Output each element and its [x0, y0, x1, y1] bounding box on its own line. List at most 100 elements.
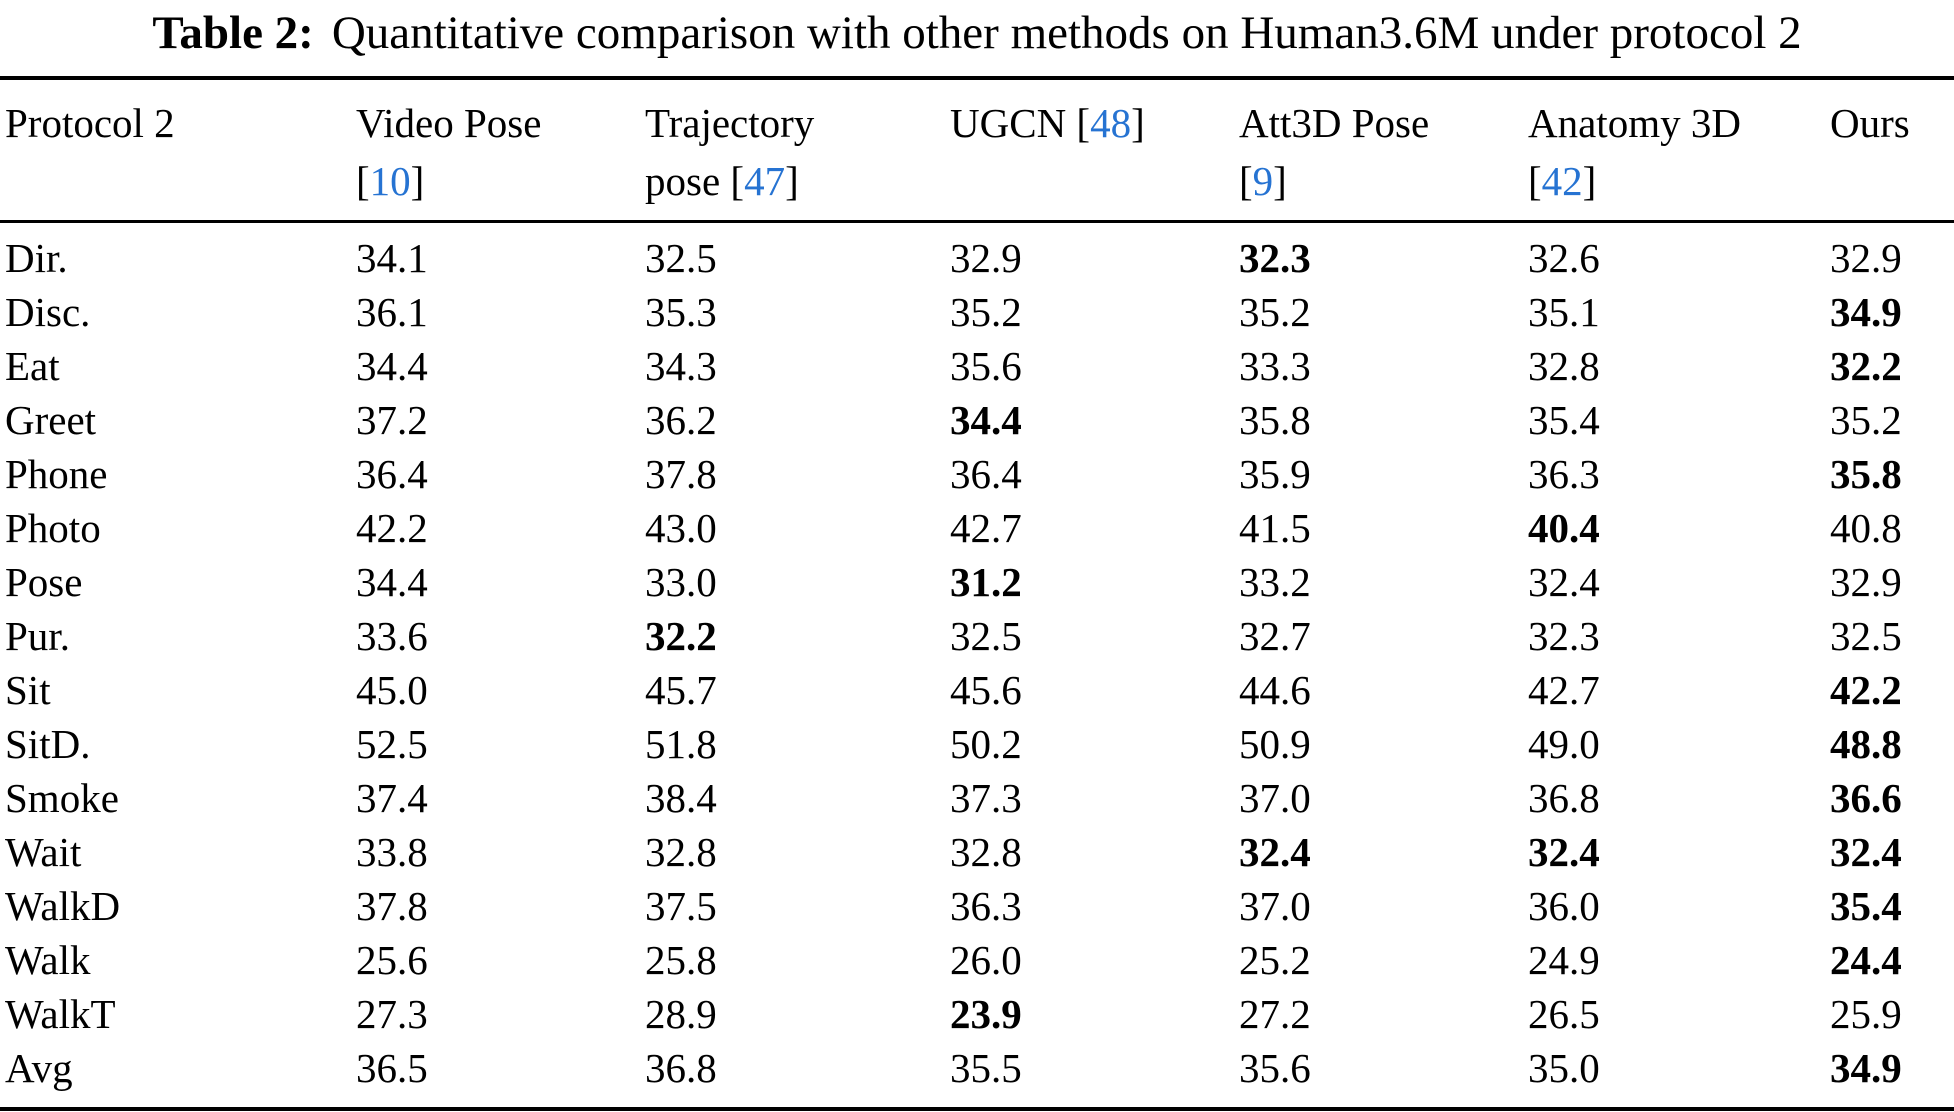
row-label: SitD.: [5, 721, 91, 767]
table-row: Avg 36.5 36.8 35.5 35.6 35.0 34.9: [0, 1041, 1954, 1095]
row-label: Phone: [5, 451, 108, 497]
column-header-line1: Video Pose: [356, 94, 645, 152]
table-cell-ours: 32.9: [1830, 559, 1902, 605]
table-cell-trajectory-pose: 32.8: [645, 829, 717, 875]
row-label: Smoke: [5, 775, 119, 821]
table-cell-anatomy-3d: 35.1: [1528, 289, 1600, 335]
citation-link[interactable]: 10: [369, 158, 411, 204]
table-cell-ugcn: 36.3: [950, 883, 1022, 929]
table-cell-video-pose: 34.4: [356, 343, 428, 389]
table-cell-anatomy-3d: 36.8: [1528, 775, 1600, 821]
table-row: Wait 33.8 32.8 32.8 32.4 32.4 32.4: [0, 825, 1954, 879]
row-label: Pose: [5, 559, 83, 605]
table-cell-video-pose: 27.3: [356, 991, 428, 1037]
column-header-line2: [5, 152, 356, 210]
table-cell-ugcn: 26.0: [950, 937, 1022, 983]
table-cell-trajectory-pose: 35.3: [645, 289, 717, 335]
column-header-line2: [9]: [1239, 152, 1528, 210]
table-cell-ugcn: 32.8: [950, 829, 1022, 875]
table-cell-ours: 34.9: [1830, 289, 1902, 335]
table-cell-ours: 48.8: [1830, 721, 1902, 767]
table-cell-ugcn: 37.3: [950, 775, 1022, 821]
citation-link[interactable]: 47: [744, 158, 786, 204]
header-text: Att3D Pose: [1239, 100, 1430, 146]
table-cell-anatomy-3d: 32.6: [1528, 235, 1600, 281]
table-cell-trajectory-pose: 43.0: [645, 505, 717, 551]
column-header-line2: [42]: [1528, 152, 1830, 210]
table-cell-trajectory-pose: 32.2: [645, 613, 717, 659]
row-label: Photo: [5, 505, 101, 551]
header-text: [: [1528, 158, 1542, 204]
table-cell-video-pose: 37.4: [356, 775, 428, 821]
column-header-line2: [10]: [356, 152, 645, 210]
table-row: Sit 45.0 45.7 45.6 44.6 42.7 42.2: [0, 663, 1954, 717]
table-row: Photo 42.2 43.0 42.7 41.5 40.4 40.8: [0, 501, 1954, 555]
header-text: [: [1239, 158, 1253, 204]
table-row: WalkD 37.8 37.5 36.3 37.0 36.0 35.4: [0, 879, 1954, 933]
column-header-line1: Trajectory: [645, 94, 950, 152]
citation-link[interactable]: 42: [1541, 158, 1583, 204]
table-cell-anatomy-3d: 32.8: [1528, 343, 1600, 389]
table-cell-ugcn: 42.7: [950, 505, 1022, 551]
row-label: Eat: [5, 343, 60, 389]
table-cell-ours: 34.9: [1830, 1045, 1902, 1091]
table-cell-ugcn: 31.2: [950, 559, 1022, 605]
table-cell-ours: 35.2: [1830, 397, 1902, 443]
header-text: Trajectory: [645, 100, 815, 146]
column-header-att3d-pose: Att3D Pose [9]: [1239, 94, 1528, 210]
table-cell-att3d-pose: 35.6: [1239, 1045, 1311, 1091]
table-row: Eat 34.4 34.3 35.6 33.3 32.8 32.2: [0, 339, 1954, 393]
row-label: Sit: [5, 667, 51, 713]
header-text: ]: [785, 158, 799, 204]
header-text: Ours: [1830, 100, 1910, 146]
table-cell-att3d-pose: 33.2: [1239, 559, 1311, 605]
column-header-line2: [950, 152, 1239, 210]
table-cell-att3d-pose: 32.4: [1239, 829, 1311, 875]
table-cell-att3d-pose: 35.9: [1239, 451, 1311, 497]
column-header-ours: Ours: [1830, 94, 1954, 210]
citation-link[interactable]: 9: [1252, 158, 1274, 204]
table-row: Disc. 36.1 35.3 35.2 35.2 35.1 34.9: [0, 285, 1954, 339]
table-cell-video-pose: 36.5: [356, 1045, 428, 1091]
header-text: ]: [410, 158, 425, 204]
header-text: ]: [1273, 158, 1287, 204]
table-cell-trajectory-pose: 36.2: [645, 397, 717, 443]
table-cell-trajectory-pose: 37.8: [645, 451, 717, 497]
table-cell-anatomy-3d: 40.4: [1528, 505, 1600, 551]
table-cell-video-pose: 42.2: [356, 505, 428, 551]
table-cell-ours: 42.2: [1830, 667, 1902, 713]
table-cell-ours: 35.8: [1830, 451, 1902, 497]
table-cell-trajectory-pose: 36.8: [645, 1045, 717, 1091]
header-text: ]: [1582, 158, 1597, 204]
table-cell-video-pose: 33.6: [356, 613, 428, 659]
table-cell-ugcn: 35.6: [950, 343, 1022, 389]
row-label: WalkT: [5, 991, 116, 1037]
table-cell-video-pose: 36.1: [356, 289, 428, 335]
table-cell-trajectory-pose: 51.8: [645, 721, 717, 767]
citation-link[interactable]: 48: [1090, 100, 1132, 146]
table-cell-video-pose: 37.2: [356, 397, 428, 443]
header-text: Anatomy 3D: [1528, 100, 1741, 146]
table-cell-ugcn: 50.2: [950, 721, 1022, 767]
table-cell-ugcn: 35.5: [950, 1045, 1022, 1091]
table-cell-video-pose: 34.4: [356, 559, 428, 605]
table-caption: Table 2: Quantitative comparison with oth…: [0, 0, 1954, 64]
table-body: Dir. 34.1 32.5 32.9 32.3 32.6 32.9 Disc. 36.1 35.…: [0, 223, 1954, 1107]
header-text: Video Pose: [356, 100, 542, 146]
table-cell-att3d-pose: 27.2: [1239, 991, 1311, 1037]
table-cell-trajectory-pose: 28.9: [645, 991, 717, 1037]
results-table: Protocol 2 Video Pose [10] Trajectory pose …: [0, 76, 1954, 1111]
table-cell-video-pose: 25.6: [356, 937, 428, 983]
table-cell-anatomy-3d: 49.0: [1528, 721, 1600, 767]
row-label: Wait: [5, 829, 82, 875]
table-cell-ugcn: 32.9: [950, 235, 1022, 281]
table-cell-ours: 24.4: [1830, 937, 1902, 983]
table-cell-ours: 35.4: [1830, 883, 1902, 929]
column-header-trajectory-pose: Trajectory pose [47]: [645, 94, 950, 210]
table-cell-att3d-pose: 35.2: [1239, 289, 1311, 335]
column-header-line1: Att3D Pose: [1239, 94, 1528, 152]
table-cell-att3d-pose: 33.3: [1239, 343, 1311, 389]
table-cell-anatomy-3d: 32.3: [1528, 613, 1600, 659]
table-cell-trajectory-pose: 38.4: [645, 775, 717, 821]
